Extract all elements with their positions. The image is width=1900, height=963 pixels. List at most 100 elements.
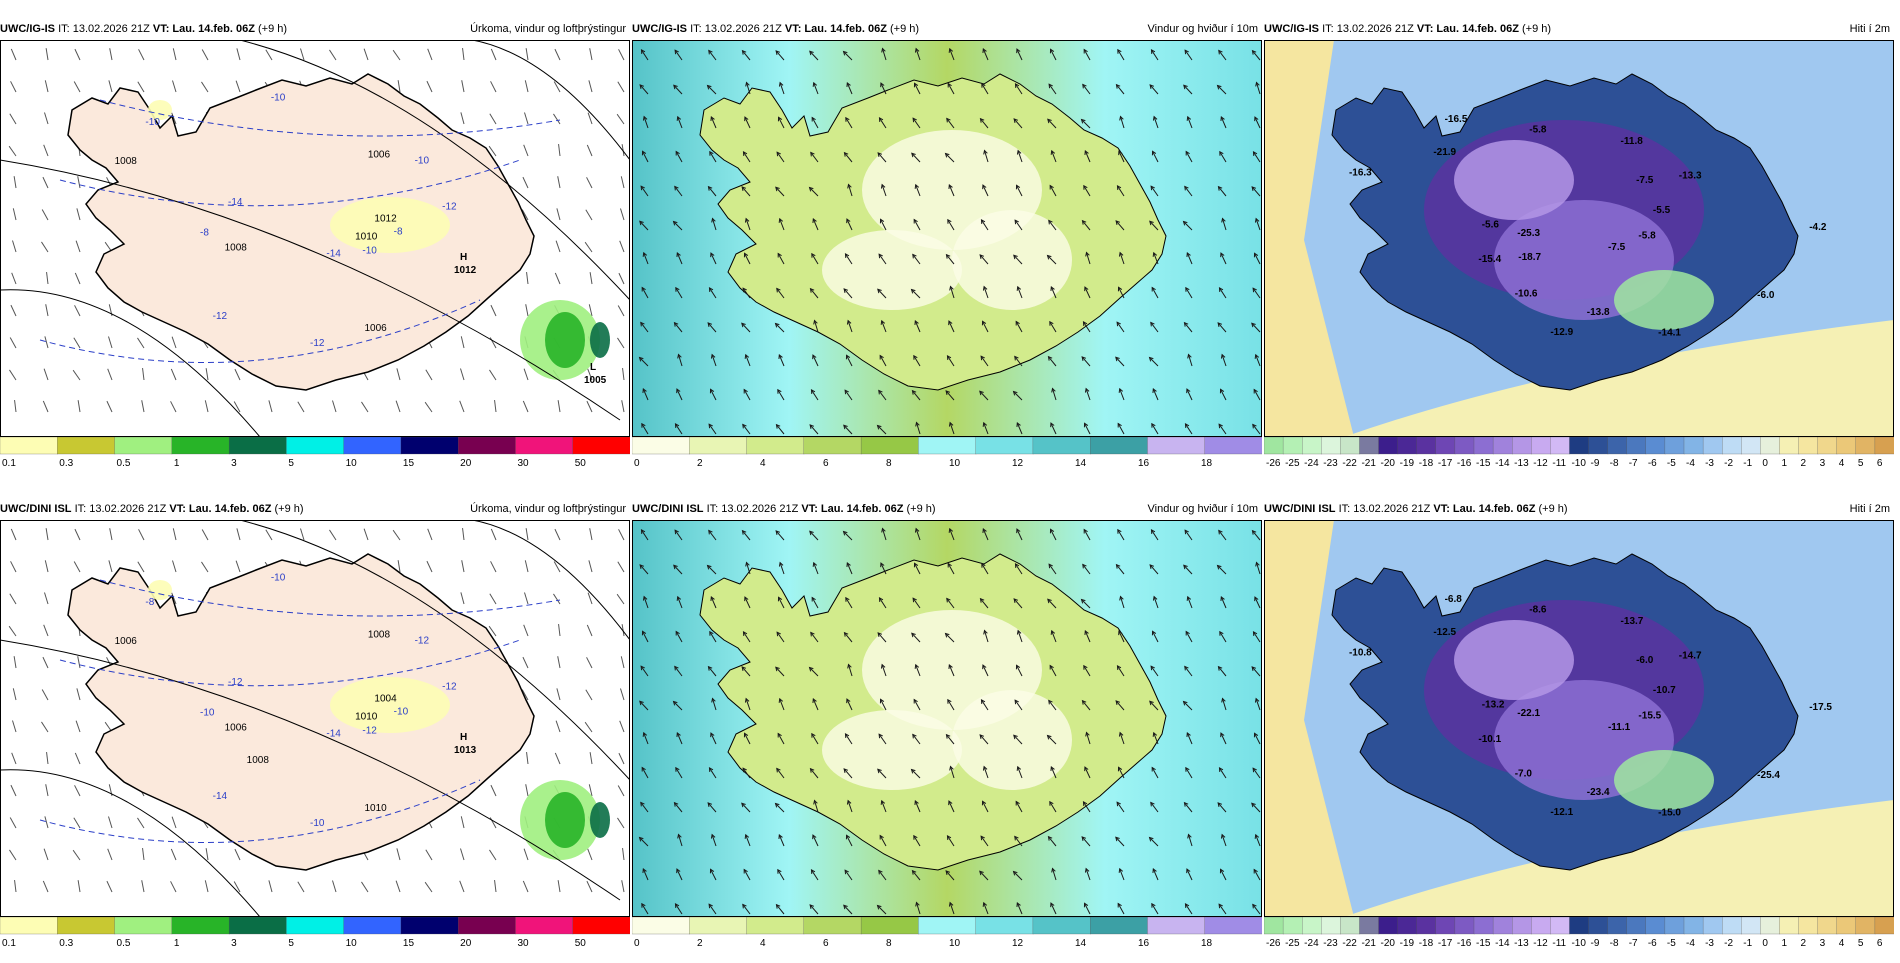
wind-barb: [494, 880, 497, 893]
wind-arrow-head: [741, 529, 747, 535]
wind-arrow-head: [1217, 665, 1223, 671]
wind-arrow-head: [742, 903, 747, 909]
wind-arrow-head: [778, 217, 784, 223]
wind-arrow-head: [1218, 529, 1223, 535]
wind-arrow: [1219, 151, 1227, 163]
wind-arrow-head: [1216, 564, 1222, 570]
wind-arrow-head: [673, 801, 679, 807]
wind-arrow: [745, 698, 751, 711]
wind-arrow-head: [776, 767, 781, 773]
wind-arrow-head: [878, 869, 883, 875]
wind-arrow-head: [1150, 49, 1156, 54]
legend-swatch: [1588, 917, 1609, 935]
wind-arrow: [843, 904, 853, 915]
wind-arrow-head: [879, 354, 884, 360]
wind-arrow-head: [847, 183, 852, 189]
wind-arrow: [708, 50, 717, 61]
wind-arrow-head: [878, 597, 884, 602]
wind-arrow-head: [810, 869, 816, 874]
wind-barb: [361, 401, 369, 413]
wind-barb: [74, 528, 81, 541]
wind-arrow-head: [944, 632, 950, 638]
wind-arrow: [1084, 423, 1091, 435]
wind-barb: [11, 752, 17, 765]
wind-arrow-head: [744, 116, 749, 122]
legend-swatch: [114, 917, 173, 935]
temperature-value-label: -21.9: [1433, 147, 1456, 158]
wind-arrow-head: [1015, 800, 1020, 806]
wind-arrow: [1119, 252, 1125, 265]
wind-arrow: [1052, 388, 1057, 401]
wind-arrow: [744, 733, 751, 745]
wind-arrow: [779, 698, 785, 711]
legend-tick-label: -21: [1361, 938, 1376, 949]
wind-arrow-head: [1218, 903, 1223, 909]
wind-arrow: [881, 320, 887, 333]
legend-tick-label: -26: [1266, 938, 1281, 949]
wind-arrow-head: [1051, 387, 1056, 393]
wind-arrow-head: [709, 388, 715, 394]
wind-arrow-head: [1118, 867, 1124, 873]
wind-arrow-head: [842, 50, 848, 56]
wind-arrow-head: [1115, 356, 1120, 362]
wind-barb: [9, 337, 17, 349]
wind-arrow: [847, 320, 853, 333]
color-legend: -26 -25 -24 -23 -22 -21 -20 -19 -18 -17 -16 -15 -14-…: [1264, 437, 1894, 477]
wind-arrow: [1149, 700, 1159, 711]
wind-map: [632, 520, 1262, 917]
wind-arrow-head: [640, 665, 645, 671]
wind-arrow-head: [1218, 423, 1223, 429]
wind-arrow: [675, 631, 683, 643]
wind-arrow-head: [743, 868, 748, 874]
wind-arrow-head: [742, 423, 747, 429]
wind-barb: [427, 48, 433, 61]
wind-arrow: [642, 631, 649, 643]
wind-arrow-head: [880, 319, 886, 325]
wind-arrow: [1186, 732, 1193, 745]
wind-arrow-head: [675, 150, 680, 156]
wind-arrow-head: [1081, 356, 1087, 361]
wind-arrow: [846, 835, 853, 847]
wind-barb: [525, 48, 529, 61]
wind-arrow-head: [741, 322, 746, 328]
wind-arrow: [809, 50, 819, 61]
wind-arrow: [1222, 698, 1227, 711]
wind-arrow-head: [1251, 529, 1257, 535]
wind-arrow: [915, 184, 921, 197]
legend-tick-label: 15: [403, 458, 415, 469]
wind-arrow-head: [745, 81, 750, 87]
wind-barb: [490, 528, 497, 541]
wind-barb: [587, 368, 593, 381]
legend-tick-label: 5: [1858, 458, 1864, 469]
wind-arrow: [742, 424, 751, 435]
wind-barb: [395, 880, 401, 893]
isotherm: [59, 639, 521, 687]
init-time: IT: 13.02.2026 21Z: [58, 23, 150, 35]
legend-tick-label: -24: [1304, 458, 1319, 469]
wind-arrow: [776, 288, 785, 299]
wind-arrow-head: [812, 81, 818, 87]
wind-arrow-head: [812, 697, 817, 703]
wind-barb: [137, 81, 145, 93]
wind-arrow-head: [877, 152, 883, 157]
wind-arrow: [746, 82, 751, 95]
wind-barb: [554, 48, 561, 61]
wind-arrow: [983, 902, 989, 915]
temp-map-panel: UWC/IG-IS IT: 13.02.2026 21Z VT: Lau. 14…: [1264, 18, 1894, 483]
wind-arrow-head: [1083, 664, 1088, 670]
color-legend: 0.1 0.3 0.5 1 3 5 10 15 20 30 50: [0, 437, 630, 477]
wind-arrow-head: [1085, 251, 1090, 257]
wind-arrow: [1153, 252, 1159, 265]
wind-arrow-head: [742, 287, 747, 293]
wind-arrow-head: [813, 799, 818, 805]
wind-barb: [42, 880, 49, 893]
wind-arrow: [1083, 801, 1091, 813]
wind-arrow: [1050, 49, 1057, 61]
wind-arrow: [1047, 255, 1057, 265]
wind-arrow-head: [1049, 800, 1054, 806]
isobar: [0, 159, 621, 421]
precip-area: [148, 580, 172, 600]
wind-arrow-head: [676, 595, 682, 601]
legend-swatch: [1722, 917, 1742, 935]
legend-swatch: [1626, 437, 1647, 455]
